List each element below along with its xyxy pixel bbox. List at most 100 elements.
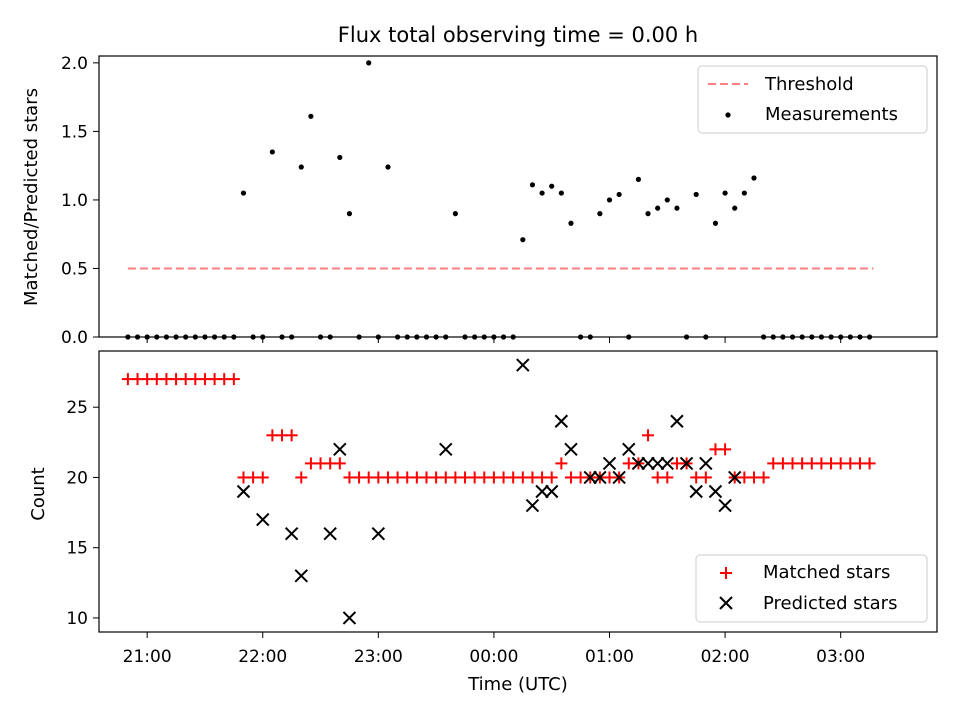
measurement-point: [751, 175, 757, 181]
measurement-point: [712, 220, 719, 226]
matched-star-marker: [333, 457, 346, 470]
matched-star-marker: [295, 471, 308, 484]
matched-star-marker: [285, 429, 298, 442]
bottom-y-tick-label: 25: [66, 398, 88, 418]
predicted-star-marker: [612, 470, 626, 485]
predicted-star-marker: [535, 484, 549, 499]
top-y-ticks: 0.0 0.5 1.0 1.5 2.0: [61, 54, 99, 348]
bottom-y-ticks: 10 15 20 25: [66, 398, 99, 629]
predicted-star-marker: [284, 526, 299, 541]
predicted-star-marker: [631, 456, 646, 471]
bottom-y-axis-label: Count: [28, 467, 49, 520]
bottom-y-tick-label: 15: [66, 539, 88, 559]
predicted-star-marker: [650, 456, 665, 471]
measurement-point: [240, 190, 247, 196]
predicted-star-marker: [728, 470, 742, 485]
matched-star-marker: [661, 471, 674, 484]
top-x-ticks: [146, 337, 842, 343]
predicted-star-marker: [622, 442, 636, 457]
x-tick-label: 03:00: [816, 647, 865, 667]
x-tick-label: 21:00: [123, 647, 172, 667]
top-y-tick-label: 0.5: [61, 259, 88, 279]
bottom-plot-frame: [98, 350, 938, 633]
x-tick-label: 00:00: [469, 647, 518, 667]
matched-star-marker: [545, 471, 558, 484]
bottom-legend: Matched stars Predicted stars: [695, 554, 928, 623]
measurement-point: [722, 190, 728, 196]
top-plot-frame: [98, 55, 938, 338]
measurement-point: [655, 205, 661, 211]
measurement-point: [269, 149, 275, 155]
measurement-point: [308, 113, 314, 119]
bottom-legend-box: [695, 554, 928, 623]
matched-star-marker: [555, 457, 568, 470]
predicted-star-marker: [641, 456, 655, 471]
predicted-star-marker: [516, 358, 530, 372]
legend-predicted-marker: [719, 596, 733, 610]
legend-matched-label: Matched stars: [763, 562, 890, 583]
measurement-point: [597, 211, 603, 217]
measurement-point: [693, 191, 699, 198]
predicted-star-marker: [545, 484, 559, 499]
predicted-star-marker: [660, 456, 675, 471]
measurement-point: [741, 190, 747, 196]
predicted-star-marker: [718, 498, 732, 513]
measurement-point: [520, 237, 526, 243]
predicted-star-marker: [236, 484, 251, 499]
legend-predicted-label: Predicted stars: [763, 593, 897, 614]
bottom-y-tick-label: 20: [66, 468, 88, 488]
measurement-point: [606, 197, 613, 203]
matched-star-marker: [699, 471, 712, 484]
measurement-point: [645, 211, 651, 217]
measurement-point: [385, 164, 391, 170]
legend-measurements-label: Measurements: [765, 104, 898, 125]
predicted-star-marker: [342, 611, 357, 625]
top-y-tick-label: 0.0: [61, 328, 88, 348]
measurement-point: [549, 183, 555, 189]
x-tick-label: 23:00: [354, 647, 403, 667]
legend-matched-marker: [720, 567, 732, 579]
matched-star-marker: [863, 457, 876, 470]
x-tick-label: 01:00: [585, 647, 634, 667]
measurement-point: [337, 154, 343, 161]
predicted-star-marker: [708, 484, 723, 499]
x-tick-label: 02:00: [701, 647, 750, 667]
predicted-star-marker: [670, 414, 684, 428]
matched-star-marker: [642, 429, 655, 442]
top-plot: 0.00.51.01.52.0 Matched/Predicted stars …: [21, 54, 938, 348]
predicted-star-marker: [699, 456, 713, 471]
top-legend: Threshold Measurements: [697, 65, 928, 134]
measurement-point: [674, 205, 680, 211]
legend-measurement-marker: [725, 112, 731, 118]
measurement-point: [298, 164, 304, 170]
x-axis-label: Time (UTC): [467, 674, 568, 695]
predicted-star-marker: [371, 526, 386, 541]
predicted-star-marker: [554, 414, 569, 428]
measurement-point: [366, 60, 372, 66]
predicted-star-marker: [256, 512, 270, 527]
measurement-point: [616, 191, 622, 198]
top-y-tick-label: 2.0: [61, 54, 88, 74]
x-tick-label: 22:00: [238, 647, 287, 667]
top-legend-box: [697, 65, 928, 134]
legend-threshold-label: Threshold: [764, 74, 854, 95]
predicted-star-marker: [679, 456, 694, 471]
matched-star-marker: [227, 373, 240, 386]
chart-title: Flux total observing time = 0.00 h: [338, 23, 698, 47]
predicted-star-markers: [236, 358, 742, 625]
top-y-axis-label: Matched/Predicted stars: [21, 88, 42, 306]
measurement-point: [346, 211, 353, 217]
bottom-x-ticks: 21:00 22:00 23:00 00:00 01:00 02:00 03:00: [123, 632, 865, 667]
measurement-point: [664, 197, 670, 203]
matched-star-marker: [256, 471, 269, 484]
predicted-star-marker: [602, 456, 617, 471]
predicted-star-marker: [323, 526, 337, 541]
predicted-star-marker: [525, 498, 540, 513]
predicted-star-marker: [439, 442, 453, 457]
matched-star-marker: [757, 471, 770, 484]
measurement-point: [558, 190, 564, 196]
measurement-point: [568, 220, 574, 226]
bottom-plot: 10 15 20 25 21:00 22:00 23:00 00:00 01:00 02:00 0…: [28, 350, 938, 695]
predicted-star-marker: [333, 442, 347, 457]
